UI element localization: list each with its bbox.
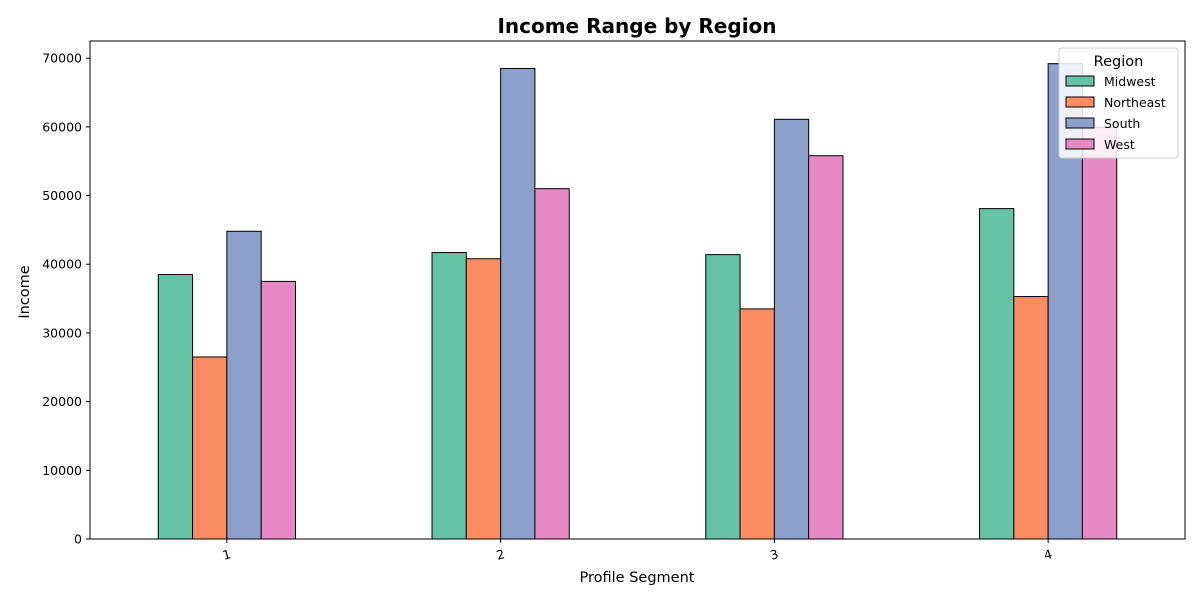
legend-label-south: South bbox=[1104, 116, 1140, 131]
legend-label-west: West bbox=[1104, 137, 1135, 152]
bar-south-2 bbox=[500, 67, 536, 540]
legend: Region Midwest Northeast South West bbox=[1058, 47, 1179, 159]
bar-south-3 bbox=[773, 118, 810, 540]
legend-swatch-midwest bbox=[1065, 75, 1095, 87]
plot-frame bbox=[89, 40, 1186, 540]
bar-northeast-2 bbox=[465, 258, 502, 540]
bar-midwest-1 bbox=[157, 274, 194, 540]
bar-northeast-4 bbox=[1013, 296, 1049, 540]
legend-swatch-northeast bbox=[1065, 96, 1095, 108]
bars-layer bbox=[157, 63, 1118, 540]
bar-northeast-3 bbox=[739, 308, 775, 540]
bar-south-1 bbox=[226, 230, 262, 540]
x-tick-label: 2 bbox=[495, 546, 507, 563]
bar-northeast-1 bbox=[192, 356, 228, 540]
bar-west-3 bbox=[808, 155, 844, 540]
y-tick-label: 0 bbox=[74, 532, 82, 547]
x-tick-label: 4 bbox=[1042, 546, 1054, 563]
bar-midwest-2 bbox=[431, 252, 467, 540]
bar-midwest-3 bbox=[705, 254, 741, 540]
bar-west-2 bbox=[534, 188, 570, 540]
y-axis-label: Income bbox=[17, 265, 33, 318]
legend-label-midwest: Midwest bbox=[1104, 74, 1156, 89]
legend-title: Region bbox=[1094, 54, 1144, 70]
y-tick-label: 10000 bbox=[42, 463, 82, 478]
x-tick-label: 1 bbox=[221, 546, 233, 563]
bar-west-4 bbox=[1081, 127, 1118, 540]
chart-title: Income Range by Region bbox=[497, 14, 776, 38]
legend-swatch-west bbox=[1065, 138, 1095, 150]
x-axis-label: Profile Segment bbox=[580, 570, 695, 586]
legend-swatch-south bbox=[1065, 117, 1095, 129]
bar-midwest-4 bbox=[979, 208, 1015, 540]
bar-west-1 bbox=[260, 280, 296, 540]
x-tick-label: 3 bbox=[768, 546, 780, 563]
y-tick-label: 20000 bbox=[42, 394, 82, 409]
y-tick-label: 60000 bbox=[42, 119, 82, 134]
y-tick-label: 40000 bbox=[42, 257, 82, 272]
y-tick-label: 50000 bbox=[42, 188, 82, 203]
legend-label-northeast: Northeast bbox=[1104, 95, 1166, 110]
y-tick-label: 70000 bbox=[42, 51, 82, 66]
y-tick-label: 30000 bbox=[42, 325, 82, 340]
axes-layer: 0 10000 20000 30000 40000 50000 60000 70000 1 2 3 4 bbox=[42, 40, 1186, 563]
